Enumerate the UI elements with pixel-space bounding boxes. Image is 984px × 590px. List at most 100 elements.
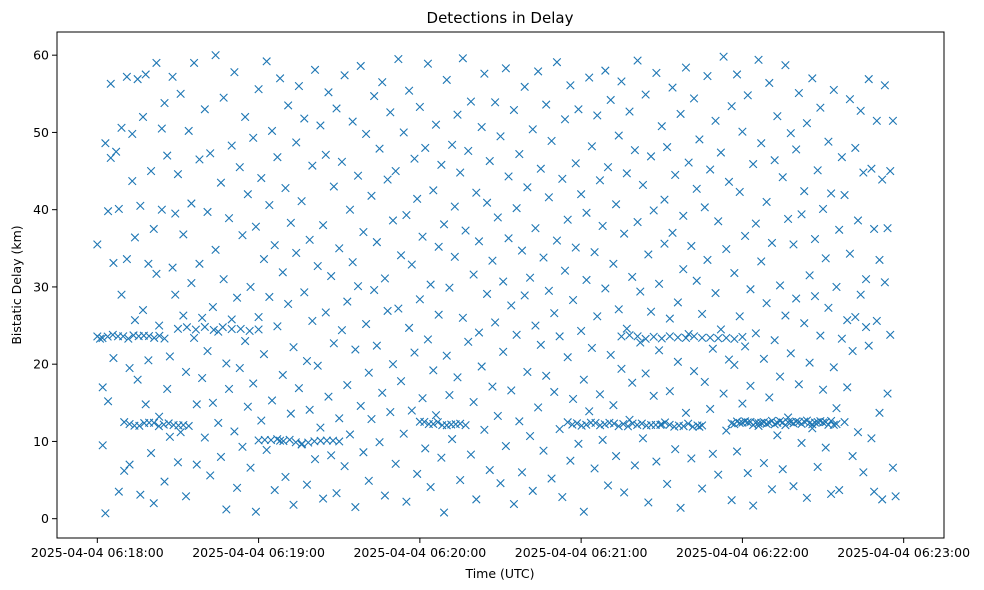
data-point <box>832 419 841 429</box>
x-tick-label: 2025-04-04 06:20:00 <box>353 545 486 560</box>
data-point <box>206 149 215 158</box>
data-point <box>219 93 228 102</box>
data-point <box>735 312 744 321</box>
data-point <box>552 57 562 67</box>
data-point <box>337 326 347 335</box>
data-point <box>482 198 492 207</box>
data-point <box>636 287 645 296</box>
data-point <box>703 71 712 81</box>
data-point <box>294 81 304 91</box>
data-point <box>114 487 124 496</box>
y-tick-label: 10 <box>33 434 49 449</box>
data-point <box>238 230 247 240</box>
data-point <box>743 91 752 100</box>
data-point <box>302 480 312 489</box>
data-point <box>813 462 822 472</box>
data-point <box>714 217 723 226</box>
data-point <box>520 291 529 300</box>
data-point <box>402 497 411 506</box>
data-point <box>318 494 328 503</box>
data-point <box>732 70 742 79</box>
data-point <box>488 382 497 391</box>
data-point <box>501 64 511 73</box>
data-point <box>181 492 191 501</box>
data-point <box>149 499 158 508</box>
data-point <box>173 458 183 467</box>
data-point <box>310 455 320 464</box>
data-point <box>285 435 294 444</box>
data-point <box>786 129 795 138</box>
data-point <box>340 461 349 471</box>
data-point <box>125 460 134 469</box>
data-point <box>732 447 742 456</box>
data-point <box>431 410 441 420</box>
data-point <box>160 98 169 108</box>
data-point <box>122 72 132 81</box>
data-point <box>149 224 158 234</box>
data-point <box>474 328 484 337</box>
data-point <box>660 195 669 204</box>
data-point <box>826 489 836 499</box>
data-point <box>391 459 400 469</box>
data-point <box>880 278 890 287</box>
data-point <box>453 110 462 119</box>
data-point <box>724 177 734 187</box>
data-point <box>159 420 168 429</box>
y-axis-label: Bistatic Delay (km) <box>9 225 24 344</box>
data-point <box>813 166 822 175</box>
data-point <box>429 419 438 429</box>
data-point <box>343 297 352 306</box>
data-point <box>434 242 443 251</box>
data-point <box>875 408 884 418</box>
data-point <box>738 332 747 342</box>
data-point <box>335 244 344 253</box>
data-point <box>821 443 830 452</box>
data-point <box>684 329 693 339</box>
data-point <box>375 438 384 447</box>
data-point <box>418 232 427 241</box>
data-point <box>668 83 677 92</box>
data-point <box>681 333 691 343</box>
data-point <box>791 145 801 154</box>
data-point <box>644 498 653 507</box>
data-point <box>501 441 511 451</box>
data-point <box>757 257 766 266</box>
data-point <box>705 165 715 174</box>
data-point <box>211 50 220 60</box>
data-point <box>609 259 618 268</box>
data-point <box>324 88 333 97</box>
data-point <box>453 373 462 382</box>
data-point <box>176 427 185 437</box>
data-point <box>388 359 398 369</box>
data-point <box>582 208 591 217</box>
data-point <box>848 451 857 461</box>
data-point <box>300 114 309 123</box>
data-point <box>348 258 357 267</box>
data-point <box>329 339 339 348</box>
data-point <box>308 161 317 170</box>
data-point <box>429 366 438 375</box>
data-point <box>714 334 723 343</box>
data-point <box>628 378 637 387</box>
data-point <box>641 90 650 99</box>
data-point <box>778 173 787 182</box>
data-point <box>262 445 271 455</box>
data-point <box>730 334 739 344</box>
data-point <box>200 105 210 114</box>
data-point <box>219 275 228 284</box>
data-point <box>189 333 199 343</box>
data-point <box>829 85 838 95</box>
data-point <box>689 94 699 103</box>
data-point <box>249 133 258 143</box>
data-point <box>826 189 836 198</box>
data-point <box>800 319 809 328</box>
data-point <box>197 373 207 383</box>
data-point <box>316 121 325 130</box>
y-tick-label: 30 <box>33 279 49 294</box>
data-point <box>267 126 277 136</box>
data-point <box>797 438 806 448</box>
data-point <box>378 388 387 397</box>
data-point <box>791 417 801 426</box>
data-point <box>687 454 696 463</box>
data-point <box>404 86 414 95</box>
